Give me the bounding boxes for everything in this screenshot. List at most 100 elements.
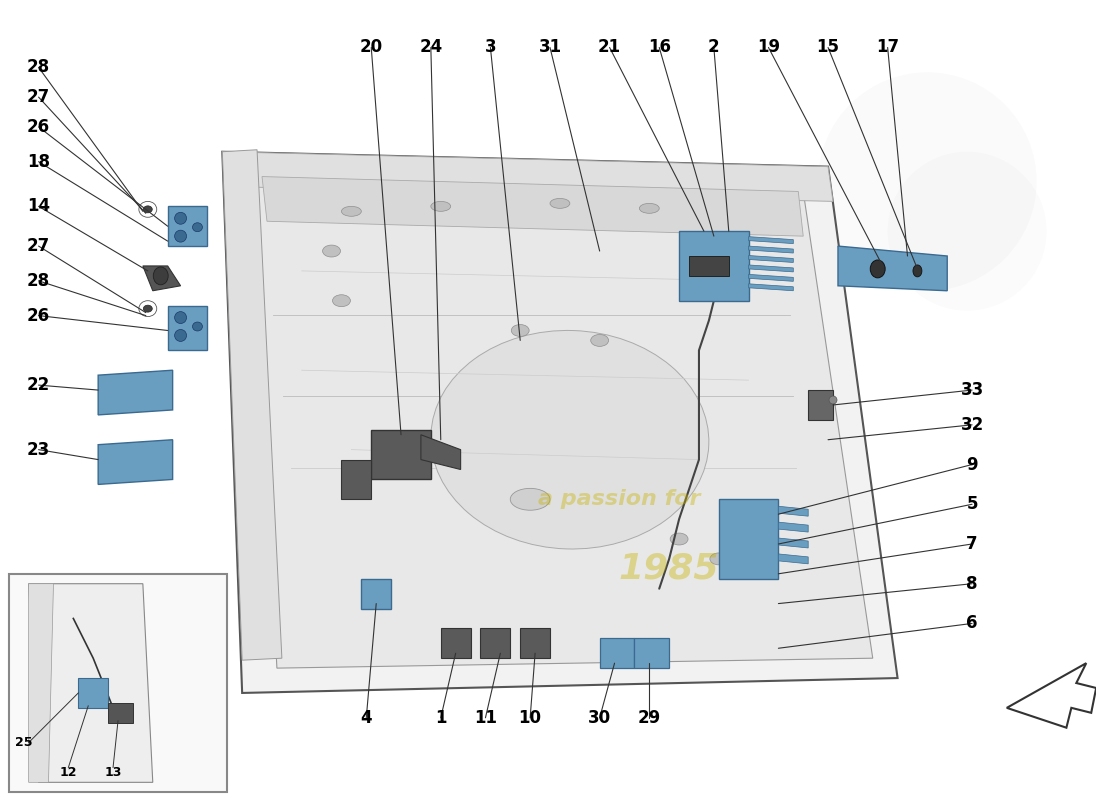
Text: 24: 24 [419,38,442,57]
Polygon shape [679,231,749,301]
Text: 2: 2 [708,38,719,57]
Ellipse shape [175,212,187,224]
Polygon shape [252,177,872,668]
Text: 16: 16 [648,38,671,57]
Polygon shape [341,459,372,499]
Text: 3: 3 [485,38,496,57]
Ellipse shape [175,330,187,342]
Text: 33: 33 [960,381,983,399]
Ellipse shape [550,198,570,208]
Polygon shape [78,678,108,708]
Ellipse shape [913,265,922,277]
Polygon shape [520,629,550,658]
Ellipse shape [710,553,728,565]
Polygon shape [421,434,461,470]
Polygon shape [222,152,833,202]
Text: 30: 30 [588,709,612,726]
Polygon shape [689,256,728,276]
Text: 1985: 1985 [619,552,719,586]
Text: 9: 9 [966,455,978,474]
Text: 19: 19 [757,38,780,57]
Text: 8: 8 [966,574,978,593]
Polygon shape [167,306,208,350]
Ellipse shape [870,260,886,278]
Polygon shape [481,629,510,658]
Ellipse shape [512,325,529,337]
Polygon shape [808,390,833,420]
Polygon shape [749,284,793,290]
Ellipse shape [670,533,688,545]
Polygon shape [749,246,793,253]
Polygon shape [779,538,808,548]
Ellipse shape [192,222,202,232]
Polygon shape [222,150,282,660]
Polygon shape [441,629,471,658]
Text: 32: 32 [960,416,983,434]
Text: 27: 27 [28,88,51,106]
Ellipse shape [829,396,837,404]
Text: 27: 27 [28,237,51,255]
Text: 4: 4 [361,709,372,726]
Text: a passion for: a passion for [538,490,701,510]
Text: 11: 11 [474,709,497,726]
Text: 12: 12 [59,766,77,779]
Ellipse shape [591,334,608,346]
Polygon shape [372,430,431,479]
Polygon shape [361,578,392,609]
Circle shape [818,72,1036,290]
Ellipse shape [175,230,187,242]
Text: 6: 6 [966,614,978,633]
Text: 21: 21 [598,38,622,57]
Text: 28: 28 [28,272,51,290]
Polygon shape [779,522,808,532]
FancyBboxPatch shape [9,574,228,792]
Text: 7: 7 [966,535,978,553]
Polygon shape [749,265,793,272]
Text: 20: 20 [360,38,383,57]
Polygon shape [718,499,779,578]
Polygon shape [108,703,133,722]
Text: 23: 23 [28,441,51,458]
Polygon shape [167,206,208,246]
Polygon shape [779,506,808,516]
Text: 18: 18 [28,153,51,170]
Polygon shape [749,274,793,282]
Ellipse shape [143,206,152,213]
Polygon shape [779,554,808,564]
Text: 17: 17 [876,38,899,57]
Text: 1: 1 [434,709,447,726]
Polygon shape [29,584,54,782]
Text: 25: 25 [15,736,32,749]
Text: 29: 29 [638,709,661,726]
Text: 31: 31 [538,38,562,57]
Polygon shape [222,152,898,693]
Polygon shape [1006,663,1097,728]
Text: 28: 28 [28,58,51,76]
Polygon shape [98,370,173,415]
Ellipse shape [639,203,659,214]
Ellipse shape [510,488,550,510]
Text: 26: 26 [28,118,51,136]
Polygon shape [635,638,669,668]
Polygon shape [29,584,153,782]
Text: 22: 22 [28,376,51,394]
Text: 14: 14 [28,198,51,215]
Text: 5: 5 [966,495,978,514]
Ellipse shape [153,267,168,285]
Ellipse shape [143,305,152,312]
Ellipse shape [431,330,708,549]
Polygon shape [262,177,803,236]
Circle shape [888,152,1046,310]
Polygon shape [749,237,793,243]
Polygon shape [838,246,947,290]
Text: 10: 10 [518,709,541,726]
Ellipse shape [175,312,187,323]
Text: 26: 26 [28,306,51,325]
Ellipse shape [322,245,341,257]
Ellipse shape [192,322,202,331]
Polygon shape [749,255,793,262]
Ellipse shape [341,206,361,216]
Polygon shape [143,266,180,290]
Ellipse shape [431,202,451,211]
Ellipse shape [332,294,351,306]
